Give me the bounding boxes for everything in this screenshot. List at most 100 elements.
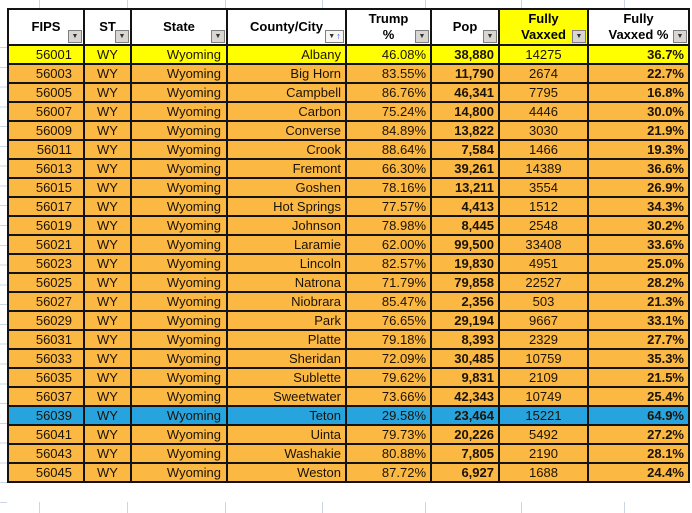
cell-county[interactable]: Albany bbox=[226, 44, 347, 65]
cell-fully_vaxxed[interactable]: 503 bbox=[498, 291, 589, 312]
cell-fully_vaxxed[interactable]: 22527 bbox=[498, 272, 589, 293]
cell-fips[interactable]: 56033 bbox=[7, 348, 85, 369]
cell-trump_pct[interactable]: 62.00% bbox=[345, 234, 432, 255]
cell-fully_vaxxed[interactable]: 5492 bbox=[498, 424, 589, 445]
filter-dropdown-button[interactable]: ▼ bbox=[415, 30, 429, 43]
cell-trump_pct[interactable]: 29.58% bbox=[345, 405, 432, 426]
cell-county[interactable]: Fremont bbox=[226, 158, 347, 179]
cell-county[interactable]: Laramie bbox=[226, 234, 347, 255]
cell-state[interactable]: Wyoming bbox=[130, 44, 228, 65]
cell-pop[interactable]: 30,485 bbox=[430, 348, 500, 369]
cell-fully_vaxxed_pct[interactable]: 64.9% bbox=[587, 405, 690, 426]
filter-sort-ascending-button[interactable]: ▼ ↑ bbox=[325, 30, 344, 43]
cell-fully_vaxxed_pct[interactable]: 35.3% bbox=[587, 348, 690, 369]
cell-pop[interactable]: 23,464 bbox=[430, 405, 500, 426]
cell-pop[interactable]: 8,445 bbox=[430, 215, 500, 236]
cell-fully_vaxxed_pct[interactable]: 33.6% bbox=[587, 234, 690, 255]
cell-fully_vaxxed_pct[interactable]: 30.0% bbox=[587, 101, 690, 122]
cell-trump_pct[interactable]: 72.09% bbox=[345, 348, 432, 369]
cell-state[interactable]: Wyoming bbox=[130, 272, 228, 293]
cell-trump_pct[interactable]: 79.73% bbox=[345, 424, 432, 445]
cell-county[interactable]: Campbell bbox=[226, 82, 347, 103]
cell-fully_vaxxed_pct[interactable]: 25.4% bbox=[587, 386, 690, 407]
cell-pop[interactable]: 29,194 bbox=[430, 310, 500, 331]
column-header-fips[interactable]: FIPS ▼ bbox=[7, 8, 85, 46]
cell-fully_vaxxed[interactable]: 7795 bbox=[498, 82, 589, 103]
filter-dropdown-button[interactable]: ▼ bbox=[115, 30, 129, 43]
filter-dropdown-button[interactable]: ▼ bbox=[483, 30, 497, 43]
column-header-trump_pct[interactable]: Trump% ▼ bbox=[345, 8, 432, 46]
cell-trump_pct[interactable]: 71.79% bbox=[345, 272, 432, 293]
cell-trump_pct[interactable]: 66.30% bbox=[345, 158, 432, 179]
cell-county[interactable]: Sheridan bbox=[226, 348, 347, 369]
cell-fully_vaxxed[interactable]: 2109 bbox=[498, 367, 589, 388]
cell-state[interactable]: Wyoming bbox=[130, 253, 228, 274]
cell-trump_pct[interactable]: 78.16% bbox=[345, 177, 432, 198]
column-header-fully_vaxxed[interactable]: Fully Vaxxed ▼ bbox=[498, 8, 589, 46]
cell-county[interactable]: Sublette bbox=[226, 367, 347, 388]
cell-st[interactable]: WY bbox=[83, 120, 132, 141]
cell-state[interactable]: Wyoming bbox=[130, 462, 228, 483]
cell-fips[interactable]: 56021 bbox=[7, 234, 85, 255]
cell-pop[interactable]: 2,356 bbox=[430, 291, 500, 312]
column-header-pop[interactable]: Pop ▼ bbox=[430, 8, 500, 46]
cell-fully_vaxxed[interactable]: 15221 bbox=[498, 405, 589, 426]
cell-state[interactable]: Wyoming bbox=[130, 424, 228, 445]
cell-st[interactable]: WY bbox=[83, 158, 132, 179]
cell-county[interactable]: Natrona bbox=[226, 272, 347, 293]
cell-fips[interactable]: 56001 bbox=[7, 44, 85, 65]
cell-fips[interactable]: 56043 bbox=[7, 443, 85, 464]
cell-fips[interactable]: 56015 bbox=[7, 177, 85, 198]
cell-fully_vaxxed_pct[interactable]: 16.8% bbox=[587, 82, 690, 103]
cell-fips[interactable]: 56009 bbox=[7, 120, 85, 141]
cell-fips[interactable]: 56045 bbox=[7, 462, 85, 483]
cell-fully_vaxxed[interactable]: 2190 bbox=[498, 443, 589, 464]
cell-fully_vaxxed_pct[interactable]: 24.4% bbox=[587, 462, 690, 483]
filter-dropdown-button[interactable]: ▼ bbox=[68, 30, 82, 43]
cell-fips[interactable]: 56003 bbox=[7, 63, 85, 84]
cell-fully_vaxxed_pct[interactable]: 22.7% bbox=[587, 63, 690, 84]
cell-fully_vaxxed[interactable]: 2329 bbox=[498, 329, 589, 350]
cell-fully_vaxxed[interactable]: 3554 bbox=[498, 177, 589, 198]
cell-fully_vaxxed[interactable]: 1466 bbox=[498, 139, 589, 160]
cell-pop[interactable]: 4,413 bbox=[430, 196, 500, 217]
cell-fully_vaxxed[interactable]: 2674 bbox=[498, 63, 589, 84]
cell-trump_pct[interactable]: 75.24% bbox=[345, 101, 432, 122]
cell-fully_vaxxed_pct[interactable]: 21.9% bbox=[587, 120, 690, 141]
cell-state[interactable]: Wyoming bbox=[130, 291, 228, 312]
cell-fully_vaxxed[interactable]: 10759 bbox=[498, 348, 589, 369]
cell-fully_vaxxed[interactable]: 2548 bbox=[498, 215, 589, 236]
cell-state[interactable]: Wyoming bbox=[130, 234, 228, 255]
cell-county[interactable]: Niobrara bbox=[226, 291, 347, 312]
cell-county[interactable]: Washakie bbox=[226, 443, 347, 464]
cell-state[interactable]: Wyoming bbox=[130, 158, 228, 179]
cell-trump_pct[interactable]: 79.18% bbox=[345, 329, 432, 350]
cell-state[interactable]: Wyoming bbox=[130, 177, 228, 198]
filter-dropdown-button[interactable]: ▼ bbox=[673, 30, 687, 43]
cell-st[interactable]: WY bbox=[83, 234, 132, 255]
cell-fips[interactable]: 56019 bbox=[7, 215, 85, 236]
cell-pop[interactable]: 46,341 bbox=[430, 82, 500, 103]
cell-fips[interactable]: 56041 bbox=[7, 424, 85, 445]
cell-fips[interactable]: 56037 bbox=[7, 386, 85, 407]
cell-pop[interactable]: 13,211 bbox=[430, 177, 500, 198]
cell-st[interactable]: WY bbox=[83, 196, 132, 217]
cell-st[interactable]: WY bbox=[83, 367, 132, 388]
cell-trump_pct[interactable]: 79.62% bbox=[345, 367, 432, 388]
cell-fips[interactable]: 56023 bbox=[7, 253, 85, 274]
cell-fips[interactable]: 56029 bbox=[7, 310, 85, 331]
cell-fully_vaxxed_pct[interactable]: 34.3% bbox=[587, 196, 690, 217]
cell-fully_vaxxed[interactable]: 33408 bbox=[498, 234, 589, 255]
cell-st[interactable]: WY bbox=[83, 405, 132, 426]
cell-trump_pct[interactable]: 83.55% bbox=[345, 63, 432, 84]
cell-county[interactable]: Crook bbox=[226, 139, 347, 160]
cell-trump_pct[interactable]: 88.64% bbox=[345, 139, 432, 160]
cell-pop[interactable]: 79,858 bbox=[430, 272, 500, 293]
cell-pop[interactable]: 11,790 bbox=[430, 63, 500, 84]
cell-state[interactable]: Wyoming bbox=[130, 367, 228, 388]
cell-fips[interactable]: 56035 bbox=[7, 367, 85, 388]
cell-fips[interactable]: 56031 bbox=[7, 329, 85, 350]
cell-state[interactable]: Wyoming bbox=[130, 139, 228, 160]
cell-fully_vaxxed_pct[interactable]: 30.2% bbox=[587, 215, 690, 236]
cell-fully_vaxxed_pct[interactable]: 27.2% bbox=[587, 424, 690, 445]
